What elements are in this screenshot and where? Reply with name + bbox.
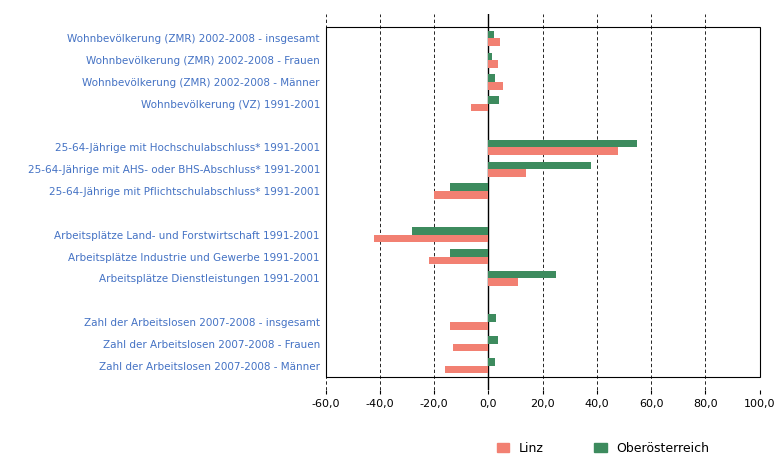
Bar (374, 235, 488, 242)
Bar (488, 358, 495, 365)
Bar (470, 104, 488, 112)
Bar (488, 53, 492, 60)
Bar (488, 96, 499, 104)
Bar (488, 140, 637, 148)
Bar (412, 227, 488, 235)
Bar (450, 249, 488, 257)
Bar (488, 336, 498, 344)
Bar (488, 82, 503, 89)
Bar (488, 39, 501, 46)
Bar (488, 169, 526, 177)
Legend: Linz, Oberösterreich: Linz, Oberösterreich (497, 442, 710, 454)
Bar (450, 322, 488, 330)
Bar (488, 148, 618, 155)
Bar (488, 60, 498, 68)
Bar (488, 162, 591, 169)
Bar (450, 183, 488, 191)
Bar (488, 74, 495, 82)
Bar (488, 271, 556, 278)
Bar (488, 278, 518, 286)
Bar (434, 191, 488, 199)
Bar (488, 31, 494, 39)
Bar (453, 344, 488, 351)
Bar (429, 257, 488, 264)
Bar (445, 365, 488, 373)
Bar (488, 315, 496, 322)
